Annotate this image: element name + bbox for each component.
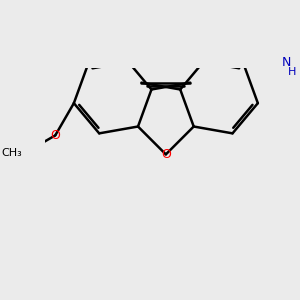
- Text: O: O: [50, 129, 60, 142]
- Text: O: O: [161, 148, 171, 161]
- Text: H: H: [288, 67, 296, 76]
- Text: CH₃: CH₃: [1, 148, 22, 158]
- Text: N: N: [282, 56, 291, 69]
